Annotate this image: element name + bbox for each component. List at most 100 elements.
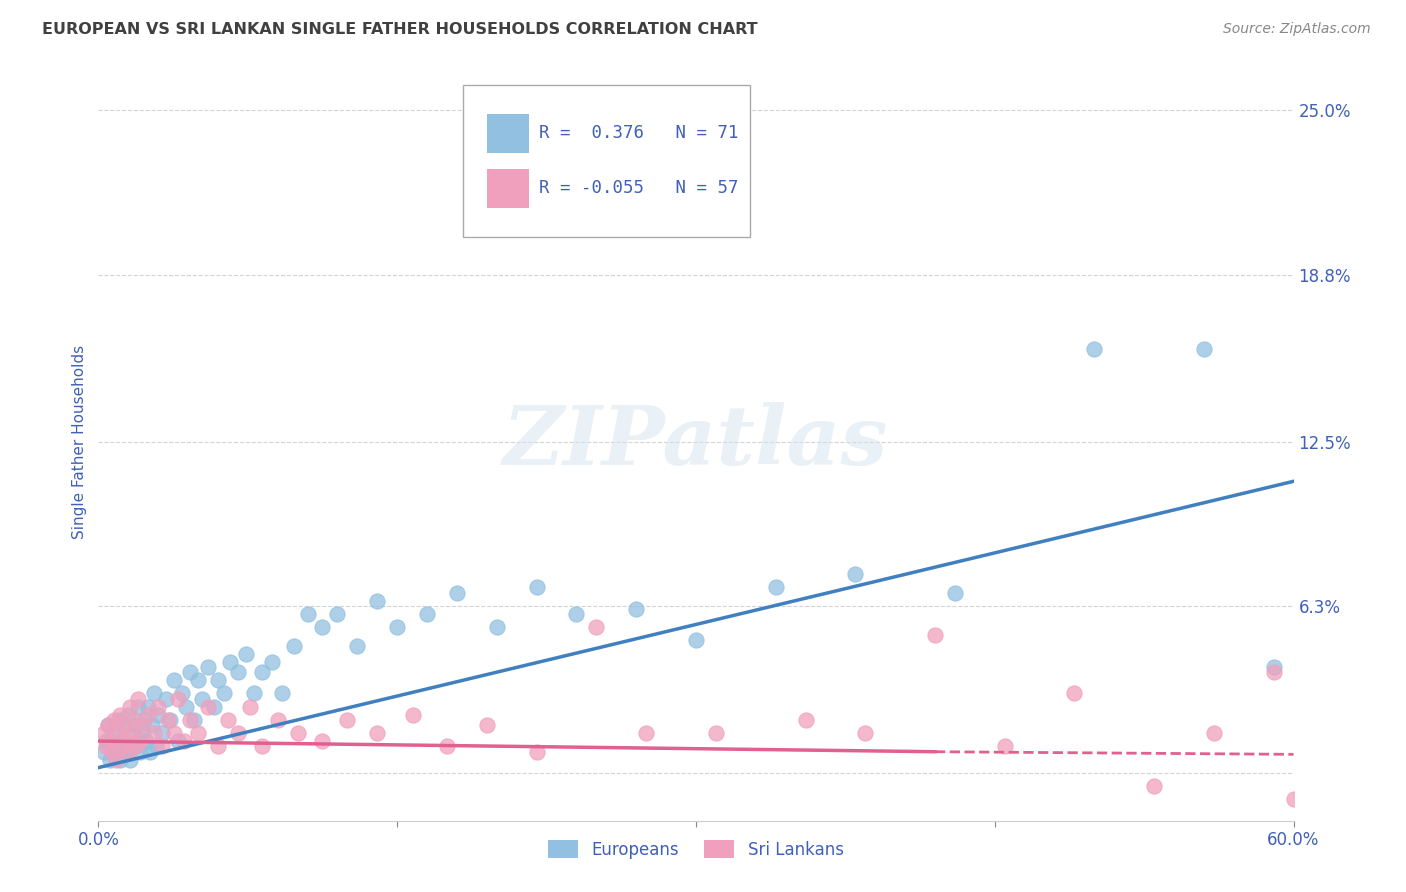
Point	[150, 726, 173, 740]
Point	[191, 691, 214, 706]
Point	[626, 601, 648, 615]
Text: R =  0.376   N = 71: R = 0.376 N = 71	[540, 124, 740, 142]
Point	[844, 567, 866, 582]
Point	[117, 745, 139, 759]
Point	[110, 707, 132, 722]
Point	[994, 739, 1017, 754]
Point	[416, 607, 439, 621]
Point	[183, 713, 205, 727]
Point	[212, 686, 235, 700]
Point	[346, 639, 368, 653]
Point	[148, 707, 170, 722]
Point	[1282, 792, 1305, 806]
Text: ZIPatlas: ZIPatlas	[503, 401, 889, 482]
Point	[112, 718, 135, 732]
Point	[96, 734, 118, 748]
Point	[101, 739, 124, 754]
Point	[626, 129, 648, 144]
Point	[197, 660, 219, 674]
Point	[145, 739, 167, 754]
Point	[1263, 660, 1285, 674]
Point	[526, 745, 548, 759]
Point	[366, 726, 388, 740]
FancyBboxPatch shape	[486, 114, 529, 153]
Point	[143, 726, 166, 740]
Point	[924, 628, 946, 642]
Point	[110, 753, 132, 767]
Point	[163, 726, 186, 740]
Point	[943, 585, 966, 599]
Point	[115, 734, 138, 748]
Point	[124, 713, 146, 727]
Point	[283, 639, 305, 653]
Point	[336, 713, 359, 727]
Point	[98, 734, 122, 748]
Point	[121, 726, 143, 740]
Point	[219, 655, 242, 669]
Point	[385, 620, 409, 634]
Point	[250, 739, 273, 754]
Point	[135, 734, 157, 748]
Text: Source: ZipAtlas.com: Source: ZipAtlas.com	[1223, 22, 1371, 37]
Point	[134, 713, 156, 727]
Legend: Europeans, Sri Lankans: Europeans, Sri Lankans	[541, 833, 851, 865]
Point	[402, 707, 425, 722]
Point	[1083, 342, 1105, 356]
Point	[120, 753, 142, 767]
Point	[187, 673, 209, 687]
Point	[217, 713, 239, 727]
Point	[111, 734, 134, 748]
Point	[174, 699, 197, 714]
Point	[107, 713, 129, 727]
Point	[103, 726, 125, 740]
Point	[297, 607, 319, 621]
Point	[167, 734, 190, 748]
Point	[685, 633, 707, 648]
Point	[148, 699, 170, 714]
Point	[159, 713, 181, 727]
Point	[125, 739, 148, 754]
Point	[179, 665, 201, 680]
Point	[526, 580, 548, 594]
Point	[794, 713, 817, 727]
Point	[207, 673, 229, 687]
Point	[765, 580, 787, 594]
Point	[173, 734, 195, 748]
Point	[127, 691, 149, 706]
Point	[111, 739, 134, 754]
Point	[101, 745, 124, 759]
Text: R = -0.055   N = 57: R = -0.055 N = 57	[540, 178, 740, 196]
Point	[120, 699, 142, 714]
Point	[131, 726, 153, 740]
Point	[267, 713, 290, 727]
Point	[129, 745, 152, 759]
Point	[1263, 665, 1285, 680]
Point	[226, 665, 249, 680]
Point	[311, 620, 333, 634]
Point	[141, 718, 163, 732]
Point	[226, 726, 249, 740]
FancyBboxPatch shape	[463, 85, 749, 236]
Text: EUROPEAN VS SRI LANKAN SINGLE FATHER HOUSEHOLDS CORRELATION CHART: EUROPEAN VS SRI LANKAN SINGLE FATHER HOU…	[42, 22, 758, 37]
Point	[117, 707, 139, 722]
Point	[98, 753, 122, 767]
Point	[121, 726, 143, 740]
Point	[235, 647, 257, 661]
Point	[565, 607, 588, 621]
Point	[207, 739, 229, 754]
Point	[97, 718, 120, 732]
Point	[585, 620, 607, 634]
Point	[311, 734, 333, 748]
FancyBboxPatch shape	[486, 169, 529, 208]
Point	[127, 699, 149, 714]
Point	[136, 707, 159, 722]
Point	[163, 673, 186, 687]
Point	[1143, 779, 1166, 793]
Point	[112, 718, 135, 732]
Y-axis label: Single Father Households: Single Father Households	[72, 344, 87, 539]
Point	[93, 726, 115, 740]
Point	[366, 593, 388, 607]
Point	[260, 655, 283, 669]
Point	[167, 691, 190, 706]
Point	[125, 718, 148, 732]
